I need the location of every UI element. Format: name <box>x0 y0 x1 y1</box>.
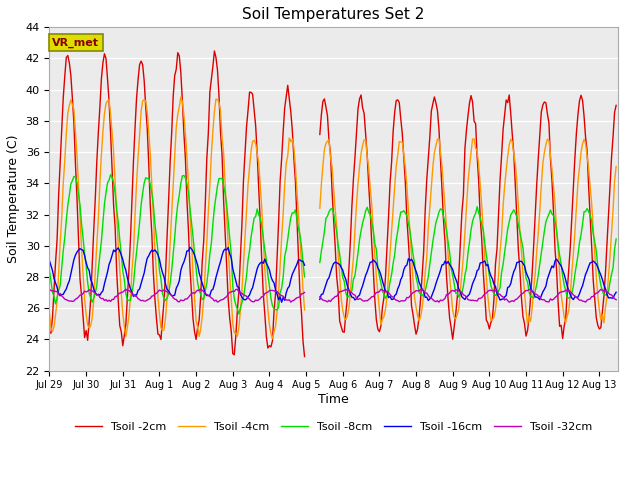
Tsoil -8cm <box>463 265 470 271</box>
Line: Tsoil -32cm: Tsoil -32cm <box>49 289 616 302</box>
Tsoil -2cm <box>45 330 53 336</box>
Tsoil -4cm <box>45 311 53 317</box>
Tsoil -32cm <box>463 294 470 300</box>
Tsoil -2cm <box>237 254 244 260</box>
Tsoil -4cm <box>237 308 244 314</box>
Text: VR_met: VR_met <box>52 37 99 48</box>
Tsoil -32cm <box>237 289 244 295</box>
Tsoil -4cm <box>139 98 147 104</box>
Tsoil -8cm <box>612 236 620 242</box>
Tsoil -32cm <box>602 288 609 294</box>
Tsoil -16cm <box>237 291 244 297</box>
X-axis label: Time: Time <box>318 393 349 406</box>
Tsoil -32cm <box>612 297 620 302</box>
Tsoil -4cm <box>602 304 609 310</box>
Tsoil -2cm <box>602 270 609 276</box>
Tsoil -16cm <box>463 294 470 300</box>
Legend: Tsoil -2cm, Tsoil -4cm, Tsoil -8cm, Tsoil -16cm, Tsoil -32cm: Tsoil -2cm, Tsoil -4cm, Tsoil -8cm, Tsoi… <box>70 418 597 436</box>
Tsoil -8cm <box>237 305 244 311</box>
Tsoil -16cm <box>45 258 53 264</box>
Tsoil -16cm <box>139 275 147 281</box>
Tsoil -16cm <box>117 252 125 258</box>
Tsoil -8cm <box>336 252 344 257</box>
Line: Tsoil -8cm: Tsoil -8cm <box>49 175 616 314</box>
Line: Tsoil -2cm: Tsoil -2cm <box>49 51 616 357</box>
Tsoil -32cm <box>139 298 147 303</box>
Tsoil -4cm <box>117 290 125 296</box>
Title: Soil Temperatures Set 2: Soil Temperatures Set 2 <box>243 7 425 22</box>
Tsoil -32cm <box>336 289 344 295</box>
Tsoil -4cm <box>336 272 344 278</box>
Tsoil -4cm <box>612 164 620 169</box>
Tsoil -8cm <box>602 292 609 298</box>
Tsoil -8cm <box>139 190 147 196</box>
Tsoil -32cm <box>117 290 125 296</box>
Tsoil -2cm <box>117 329 125 335</box>
Tsoil -16cm <box>336 262 344 267</box>
Tsoil -32cm <box>45 287 53 292</box>
Tsoil -16cm <box>612 289 620 295</box>
Tsoil -2cm <box>139 62 147 68</box>
Tsoil -2cm <box>612 103 620 108</box>
Y-axis label: Soil Temperature (C): Soil Temperature (C) <box>7 135 20 263</box>
Tsoil -2cm <box>463 127 470 133</box>
Line: Tsoil -4cm: Tsoil -4cm <box>49 97 616 339</box>
Tsoil -2cm <box>336 318 344 324</box>
Tsoil -8cm <box>117 252 125 257</box>
Tsoil -8cm <box>45 268 53 274</box>
Tsoil -16cm <box>602 286 609 292</box>
Line: Tsoil -16cm: Tsoil -16cm <box>49 247 616 302</box>
Tsoil -4cm <box>463 204 470 210</box>
